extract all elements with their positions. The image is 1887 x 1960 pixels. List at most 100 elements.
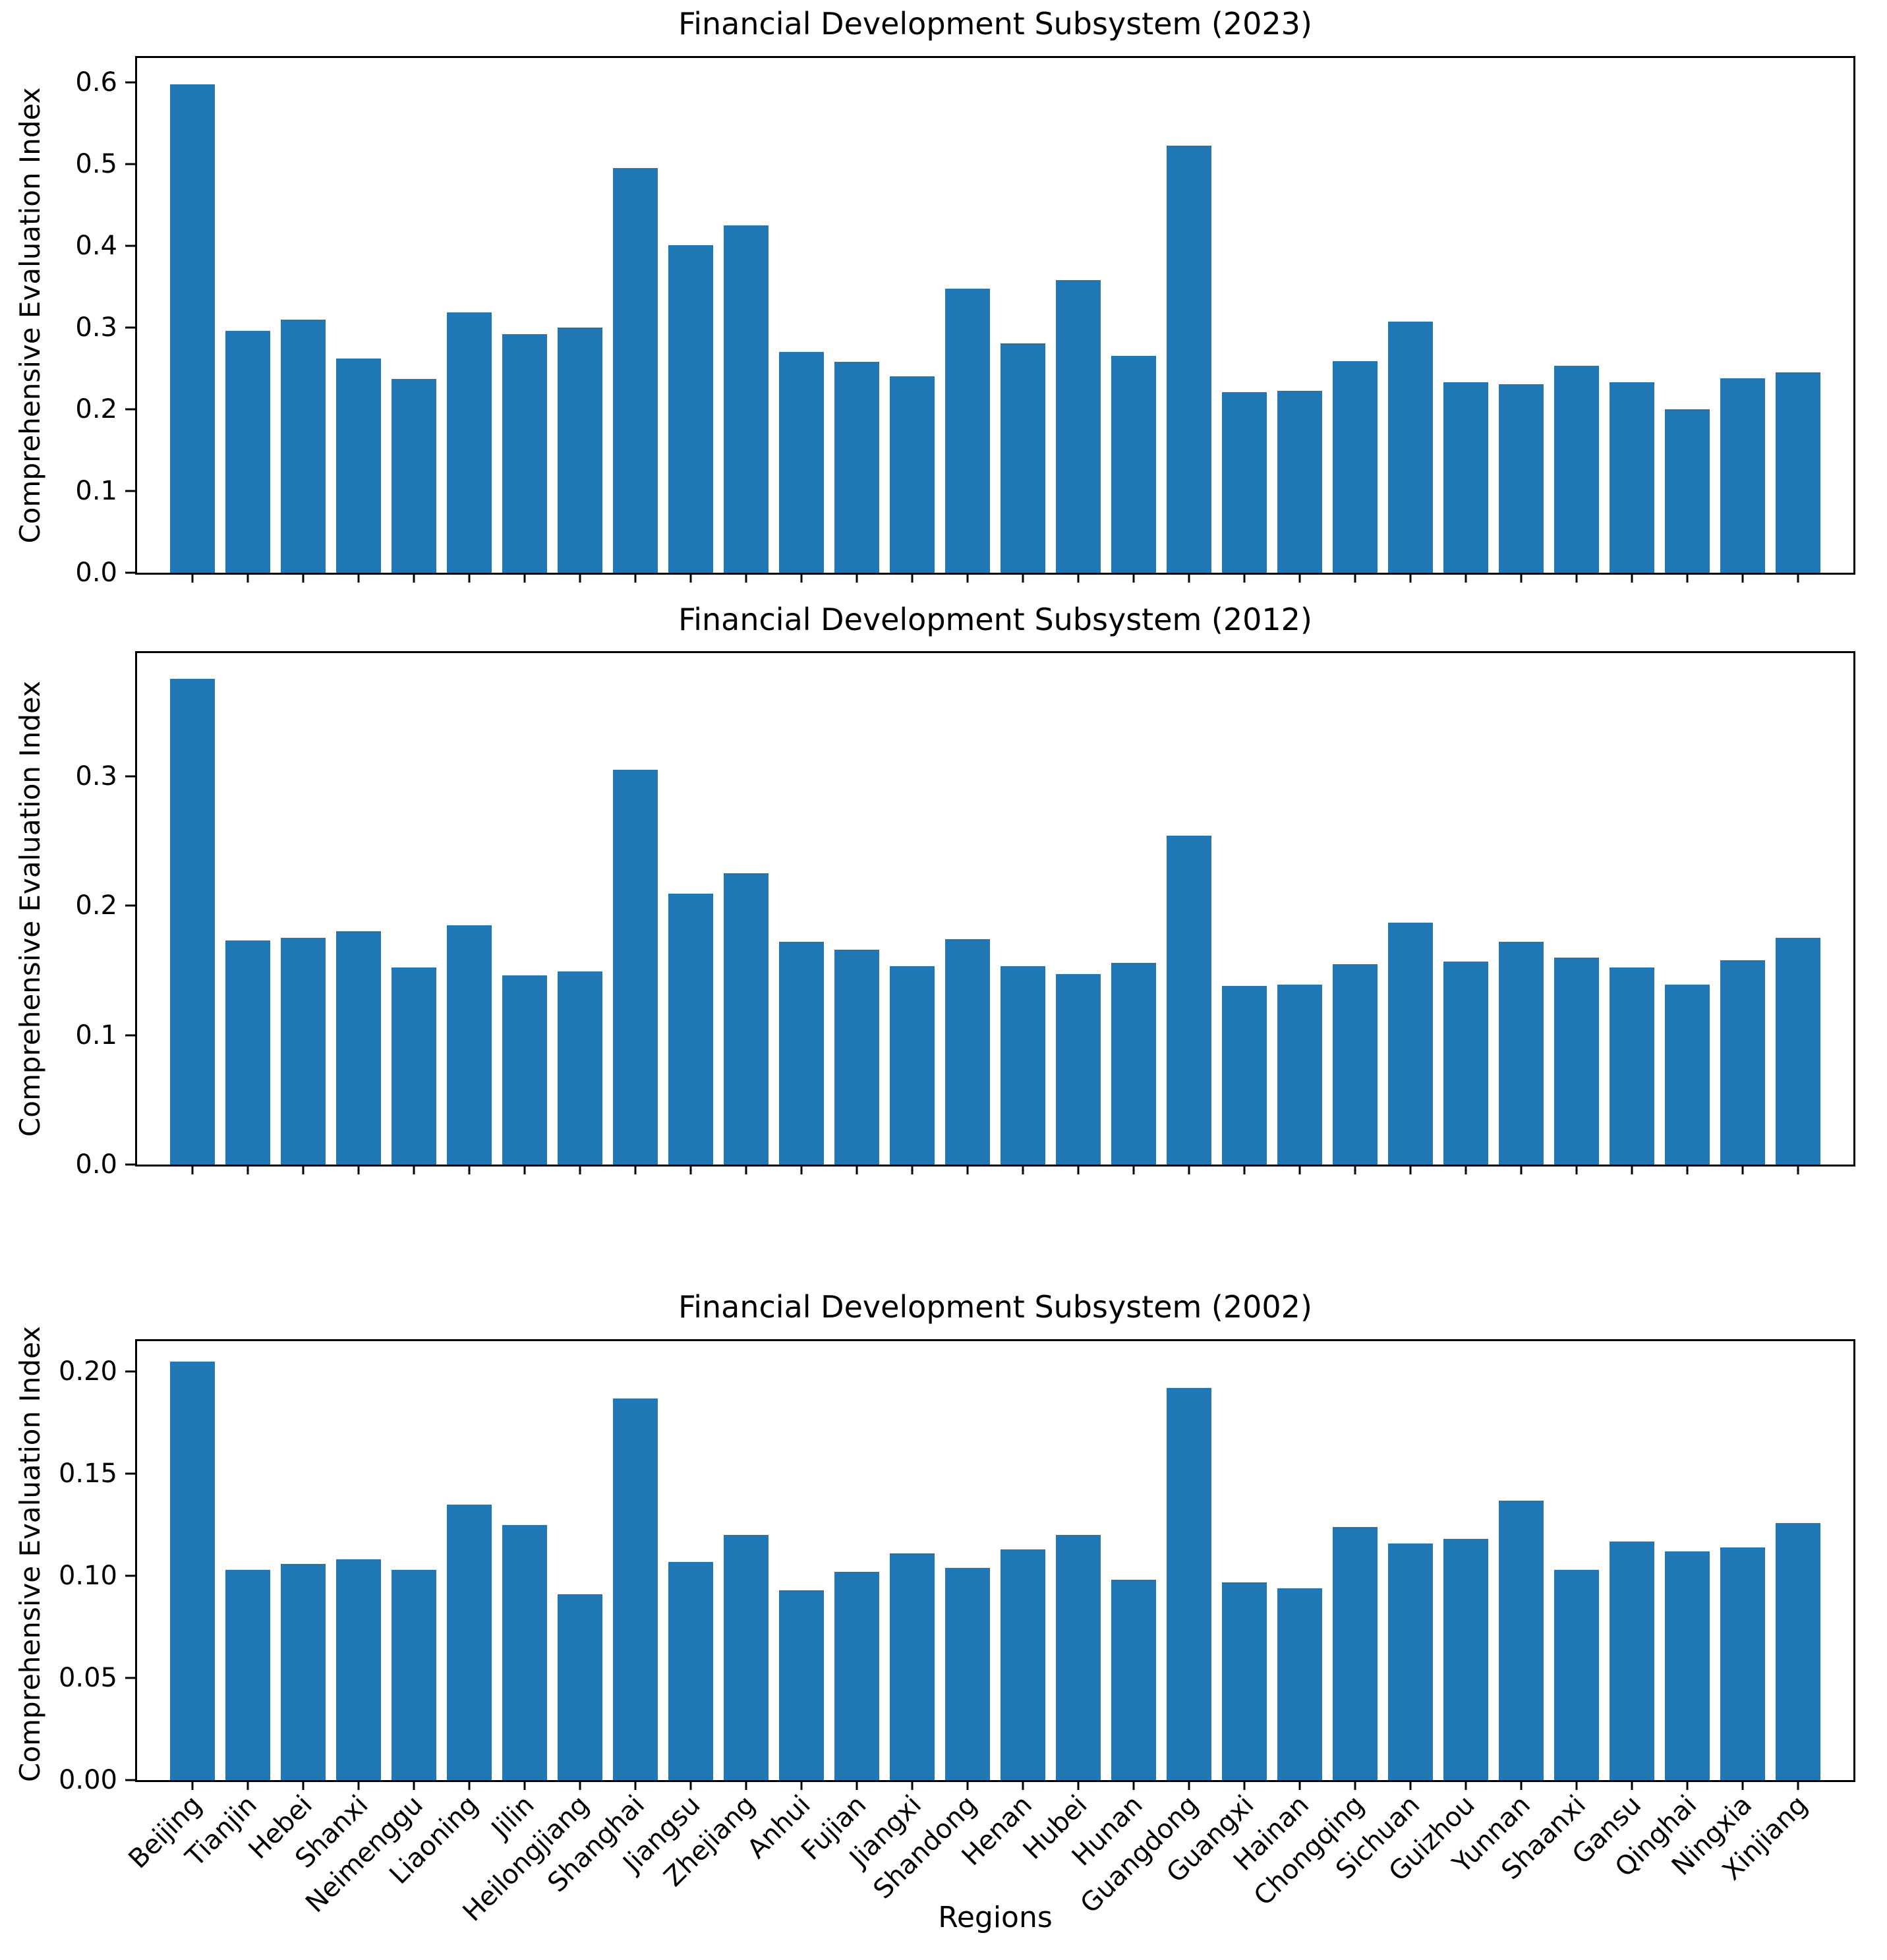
bar-heilongjiang [558,971,602,1165]
x-tick-mark [689,1780,692,1790]
x-tick-mark [1243,573,1246,583]
x-tick-mark [1741,573,1744,583]
bar-chongqing [1333,964,1378,1165]
bar-fujian [834,362,879,573]
bar-guizhou [1443,961,1488,1165]
x-tick-mark [800,573,803,583]
bar-shanghai [613,769,658,1165]
y-tick-label: 0.00 [58,1765,117,1795]
x-tick-mark [1354,1780,1356,1790]
bar-zhejiang [724,873,769,1165]
bar-neimenggu [392,379,436,573]
bar-jiangsu [668,1561,713,1780]
x-tick-mark [1022,1165,1024,1174]
x-tick-mark [689,1165,692,1174]
bar-shandong [945,288,990,573]
y-tick-label: 0.3 [75,761,117,792]
x-tick-mark [579,1165,581,1174]
bar-gansu [1610,967,1654,1165]
chart-title-2012: Financial Development Subsystem (2012) [678,602,1312,637]
bar-neimenggu [392,967,436,1165]
bar-tianjin [225,331,270,573]
x-tick-mark [468,1165,471,1174]
x-tick-mark [1409,1780,1412,1790]
y-tick-mark [125,81,135,84]
bar-guangxi [1222,985,1267,1165]
x-tick-mark [634,573,637,583]
bar-hainan [1277,1588,1322,1780]
bar-henan [1001,343,1045,573]
x-tick-mark [191,1780,194,1790]
x-tick-mark [1243,1780,1246,1790]
x-tick-mark [1188,1165,1190,1174]
y-tick-mark [125,1779,135,1781]
x-tick-mark [302,1780,305,1790]
x-tick-mark [1631,1780,1633,1790]
bar-jiangsu [668,894,713,1165]
bar-hunan [1111,962,1156,1165]
bar-yunnan [1499,384,1544,573]
x-tick-mark [634,1780,637,1790]
x-tick-mark [413,1780,415,1790]
y-axis-label-2023: Comprehensive Evaluation Index [14,87,46,544]
x-tick-mark [1741,1165,1744,1174]
bar-beijing [170,1361,215,1780]
x-tick-mark [302,1165,305,1174]
bar-hubei [1056,1535,1101,1780]
bar-gansu [1610,1541,1654,1780]
bar-jiangxi [890,966,935,1165]
x-tick-mark [468,1780,471,1790]
bar-shandong [945,939,990,1165]
x-tick-mark [357,1165,360,1174]
bar-henan [1001,1549,1045,1780]
x-tick-mark [1686,1165,1689,1174]
y-tick-label: 0.10 [58,1561,117,1592]
bar-heilongjiang [558,1594,602,1780]
x-tick-mark [579,573,581,583]
x-tick-mark [579,1780,581,1790]
bar-hebei [281,319,326,573]
y-tick-mark [125,1163,135,1166]
y-tick-mark [125,1472,135,1475]
x-tick-mark [302,573,305,583]
bar-shandong [945,1567,990,1780]
x-tick-mark [745,573,747,583]
y-tick-label: 0.15 [58,1458,117,1489]
x-tick-mark [1354,1165,1356,1174]
x-tick-mark [856,1165,858,1174]
x-tick-mark [745,1165,747,1174]
x-tick-mark [911,1165,914,1174]
x-tick-mark [1243,1165,1246,1174]
bar-sichuan [1388,922,1433,1165]
bar-hainan [1277,390,1322,573]
x-tick-mark [1520,1165,1523,1174]
x-tick-mark [1409,1165,1412,1174]
bar-shanghai [613,1398,658,1780]
bar-shaanxi [1554,957,1599,1165]
y-axis-label-2002: Comprehensive Evaluation Index [14,1325,46,1782]
y-tick-label: 0.0 [75,558,117,588]
plot-area-2012: 0.0 0.1 0.2 0.3 [75,651,1855,1178]
x-tick-mark [1465,1165,1467,1174]
bar-hainan [1277,984,1322,1165]
chart-title-2002: Financial Development Subsystem (2002) [678,1289,1312,1325]
bar-qinghai [1665,1551,1710,1780]
bar-guangxi [1222,1582,1267,1780]
bar-guangdong [1167,1388,1211,1780]
bar-hunan [1111,1580,1156,1780]
y-tick-mark [125,326,135,329]
x-tick-mark [1188,1780,1190,1790]
bar-jiangxi [890,1553,935,1780]
x-tick-mark [357,573,360,583]
bar-ningxia [1720,1547,1765,1780]
x-tick-mark [1132,1780,1135,1790]
x-tick-mark [1465,1780,1467,1790]
y-tick-mark [125,571,135,574]
x-tick-mark [1298,1165,1301,1174]
x-tick-mark [247,1165,249,1174]
x-tick-mark [1465,573,1467,583]
bar-shaanxi [1554,366,1599,573]
bar-heilongjiang [558,328,602,573]
x-tick-mark [1797,1165,1799,1174]
